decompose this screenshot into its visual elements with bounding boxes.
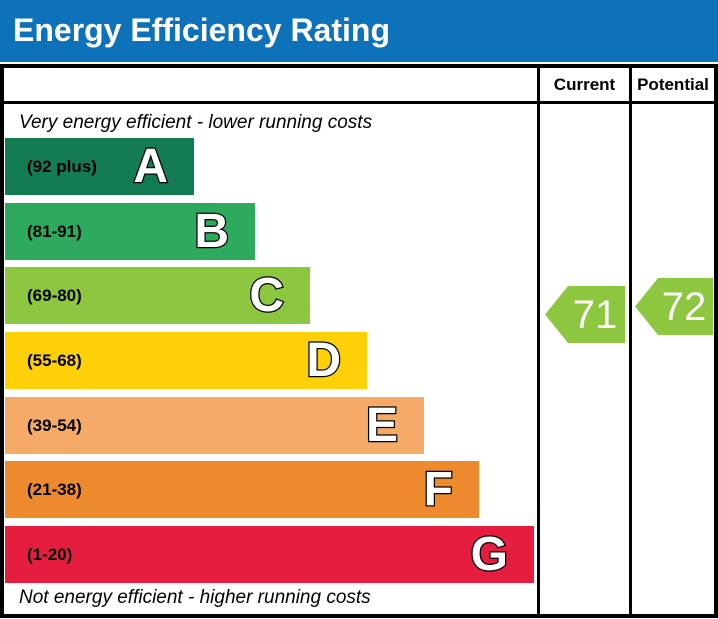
band-e-letter: E [365, 398, 400, 452]
potential-rating-arrow: 72 [635, 278, 713, 335]
band-f-letter: F [422, 462, 454, 516]
current-rating-arrow: 71 [545, 286, 625, 343]
band-b-range: (81-91) [27, 221, 82, 241]
band-a: (92 plus) A [5, 138, 194, 195]
band-d-range: (55-68) [27, 350, 82, 370]
band-a-range: (92 plus) [27, 156, 97, 176]
band-b: (81-91) B [5, 203, 255, 260]
chart-frame: Current Potential Very energy efficient … [0, 64, 718, 618]
title-bar: Energy Efficiency Rating [0, 0, 718, 62]
band-c: (69-80) C [5, 267, 310, 324]
page-title: Energy Efficiency Rating [13, 12, 390, 48]
band-d-letter: D [305, 333, 342, 387]
potential-rating-value: 72 [661, 284, 707, 329]
band-e: (39-54) E [5, 397, 424, 454]
band-d: (55-68) D [5, 332, 367, 389]
band-b-letter: B [193, 204, 230, 258]
band-g-letter: G [469, 527, 509, 581]
band-g: (1-20) G [5, 526, 534, 583]
band-e-range: (39-54) [27, 415, 82, 435]
band-g-range: (1-20) [27, 544, 73, 564]
bottom-note: Not energy efficient - higher running co… [19, 587, 371, 608]
column-divider-current [537, 68, 540, 614]
top-note: Very energy efficient - lower running co… [19, 112, 373, 133]
column-divider-potential [629, 68, 632, 614]
band-f: (21-38) F [5, 461, 479, 518]
band-f-range: (21-38) [27, 479, 82, 499]
band-a-letter: A [132, 139, 169, 193]
current-column-header: Current [553, 75, 616, 94]
header-separator-line [4, 101, 714, 104]
potential-column-header: Potential [637, 75, 709, 94]
band-c-letter: C [248, 268, 285, 322]
band-c-range: (69-80) [27, 285, 82, 305]
current-rating-value: 71 [572, 292, 618, 337]
